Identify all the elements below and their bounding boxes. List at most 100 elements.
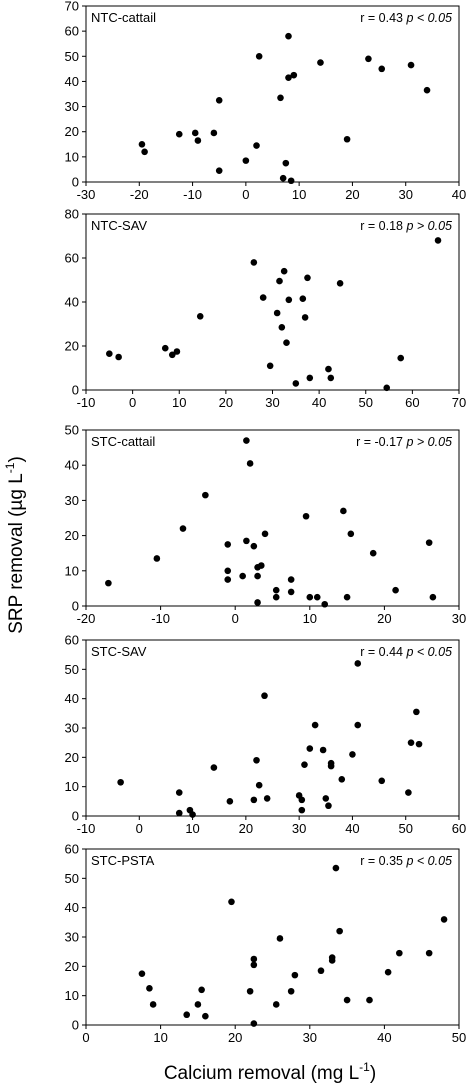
data-point: [365, 55, 372, 63]
x-tick-label: 20: [228, 1030, 242, 1045]
data-point: [298, 796, 306, 804]
data-point: [239, 572, 246, 580]
p-value: p < 0.05: [405, 11, 452, 25]
x-tick-label: 50: [359, 395, 373, 410]
y-tick-label: 50: [65, 662, 79, 677]
panel-title: NTC-cattail: [91, 10, 156, 25]
x-tick-label: 20: [377, 611, 391, 626]
data-point: [405, 789, 412, 796]
x-tick-label: -10: [183, 187, 202, 202]
data-point: [272, 593, 280, 601]
y-tick-label: 0: [72, 809, 79, 824]
data-point: [282, 159, 290, 167]
r-value: r = -0.17: [356, 435, 403, 449]
data-point: [226, 798, 234, 805]
y-tick-label: 20: [65, 528, 79, 543]
data-point: [215, 96, 223, 104]
data-point: [317, 967, 325, 975]
data-point: [287, 987, 295, 995]
data-point: [106, 350, 113, 358]
data-point: [194, 1001, 202, 1008]
y-tick-label: 40: [65, 458, 79, 473]
data-point: [287, 177, 295, 185]
x-tick-label: 0: [136, 821, 143, 836]
panel-stc-psta: 0 10 20 30 40 50 0 10 20 30 40 50 60 STC-PSTA r = 0.35…: [65, 842, 467, 1046]
data-point: [354, 721, 362, 729]
data-point: [354, 660, 362, 667]
data-point: [340, 507, 347, 515]
data-point: [277, 94, 284, 102]
data-point: [306, 593, 314, 601]
data-point: [336, 280, 344, 287]
r-value: r = 0.44: [360, 645, 403, 659]
y-tick-label: 20: [65, 124, 79, 139]
data-point: [285, 74, 292, 81]
data-point: [384, 968, 392, 976]
y-axis-label-suffix: ): [6, 456, 27, 462]
panel-title: NTC-SAV: [91, 218, 147, 233]
panel-statistics: r = -0.17 p > 0.05: [356, 435, 452, 449]
data-point: [319, 746, 327, 754]
data-point: [263, 795, 271, 802]
data-point: [175, 130, 183, 138]
x-tick-label: 30: [452, 611, 466, 626]
data-point: [302, 512, 310, 520]
p-value: p < 0.05: [405, 645, 452, 659]
data-point: [215, 167, 223, 174]
data-point: [304, 274, 311, 282]
y-axis-label-exponent: -1: [3, 462, 17, 473]
data-point: [434, 237, 442, 244]
data-point: [189, 811, 196, 818]
data-point: [149, 1001, 157, 1008]
data-point: [138, 970, 146, 977]
data-point: [261, 530, 269, 538]
data-point: [243, 437, 250, 444]
data-point: [383, 384, 391, 392]
data-point: [228, 898, 235, 906]
data-point: [369, 549, 377, 557]
data-point: [224, 576, 232, 583]
data-point: [255, 52, 263, 60]
r-value: r = 0.43: [360, 11, 403, 25]
x-tick-label: 10: [292, 187, 306, 202]
x-tick-label: 10: [185, 821, 199, 836]
y-tick-label: 30: [65, 721, 79, 736]
data-point: [325, 802, 332, 810]
data-point: [290, 71, 298, 79]
data-point: [306, 374, 314, 382]
y-tick-label: 10: [65, 563, 79, 578]
y-tick-label: 20: [65, 750, 79, 765]
data-point: [258, 562, 265, 569]
data-point: [210, 764, 218, 771]
data-point: [332, 864, 340, 872]
x-tick-label: 30: [265, 395, 279, 410]
data-point: [175, 809, 183, 817]
data-point: [250, 259, 258, 266]
y-tick-label: 30: [65, 493, 79, 508]
y-axis-label-unit: µg L: [6, 473, 27, 510]
data-point: [254, 599, 261, 606]
x-tick-label: 0: [82, 1030, 89, 1045]
data-point: [301, 314, 309, 321]
data-point: [336, 927, 343, 935]
p-value: p < 0.05: [405, 854, 452, 868]
data-point: [250, 961, 258, 969]
data-point: [259, 294, 267, 301]
y-tick-label: 20: [65, 959, 79, 974]
data-point: [254, 572, 261, 580]
y-tick-label: 0: [72, 383, 79, 398]
data-point: [117, 778, 124, 786]
data-point: [191, 129, 199, 137]
data-point: [440, 916, 448, 923]
y-tick-label: 10: [65, 149, 79, 164]
data-point: [298, 806, 306, 814]
plot-frame: [85, 848, 460, 1026]
data-point: [325, 365, 332, 373]
data-point: [161, 344, 169, 352]
y-tick-label: 40: [65, 900, 79, 915]
data-point: [175, 789, 183, 796]
data-point: [253, 142, 260, 149]
data-point: [246, 987, 254, 995]
